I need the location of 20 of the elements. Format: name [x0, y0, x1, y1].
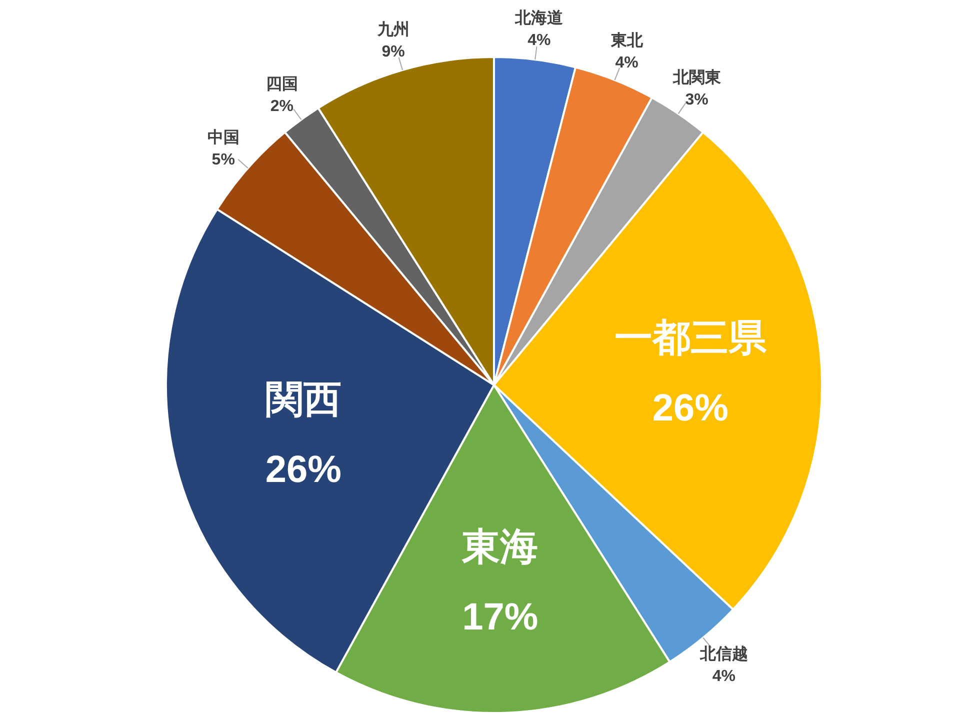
slice-label: 北関東 — [672, 68, 722, 87]
slice-label: 一都三県 — [614, 318, 768, 360]
slice-label: 中国 — [207, 128, 240, 146]
slice-label: 東北 — [610, 32, 644, 50]
data-label: 9% — [382, 44, 405, 61]
data-label: 5% — [212, 151, 235, 168]
slice-label: 九州 — [376, 20, 410, 39]
data-label: 17% — [462, 596, 538, 639]
data-label: 26% — [652, 388, 728, 430]
slice-label: 北海道 — [514, 9, 564, 28]
data-label: 4% — [528, 32, 551, 50]
slice-label: 東海 — [461, 526, 538, 569]
data-label: 4% — [712, 668, 736, 685]
data-label: 2% — [270, 98, 294, 116]
slice-label: 関西 — [265, 378, 342, 421]
data-label: 3% — [685, 92, 708, 109]
data-label: 4% — [615, 54, 638, 72]
data-label: 26% — [265, 448, 342, 491]
slice-label: 四国 — [266, 76, 298, 94]
slice-label: 北信越 — [698, 645, 748, 663]
